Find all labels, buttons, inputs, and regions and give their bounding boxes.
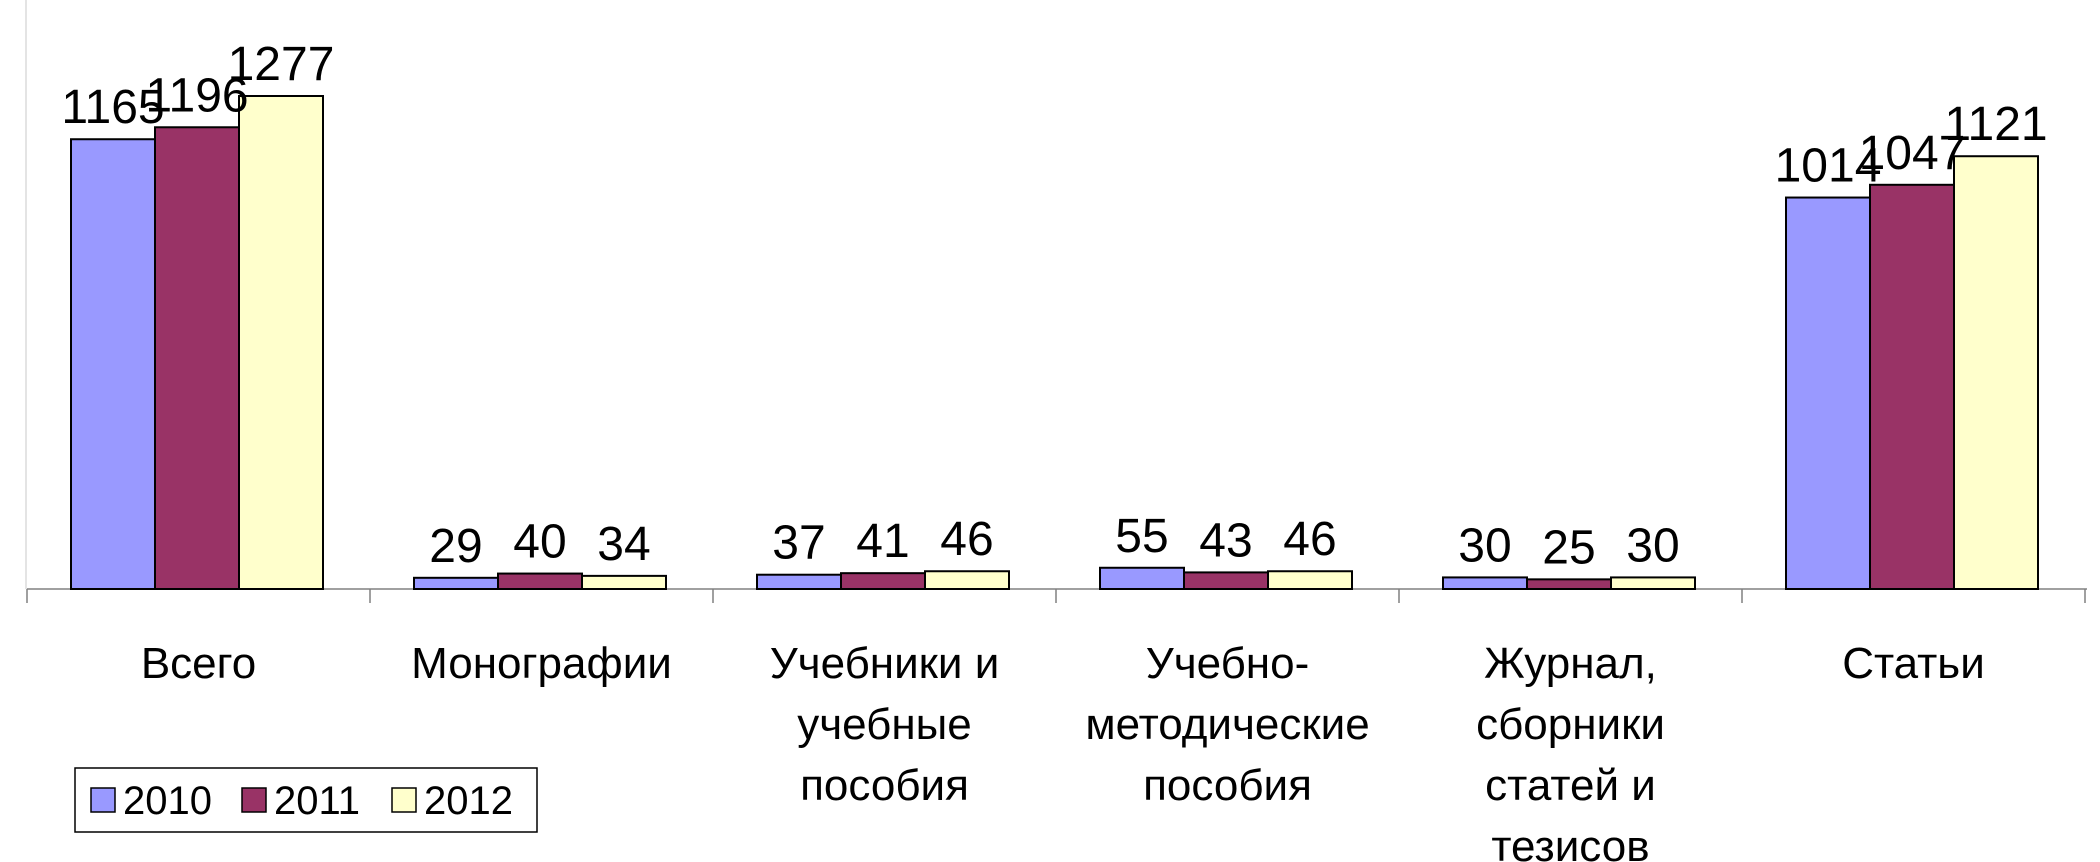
category-labels-layer: Всего Монографии Учебники и учебные пособия У…: [141, 639, 1985, 862]
category-label: Учебно-методические пособия: [1085, 639, 1369, 810]
category-label: Монографии: [411, 639, 672, 688]
data-label: 37: [772, 517, 825, 570]
data-label: 29: [429, 520, 482, 573]
category-label: Журнал, сборники статей и тезисов: [1476, 639, 1665, 862]
bar-2012-5: [1953, 155, 2039, 590]
data-label: 34: [597, 518, 650, 571]
bar-2011-2: [840, 572, 926, 591]
category-label: Всего: [141, 639, 256, 688]
legend-label: 2011: [274, 779, 360, 823]
bar-2011-5: [1869, 183, 1955, 591]
data-label: 46: [1283, 513, 1336, 566]
data-label: 1196: [145, 69, 248, 122]
legend-swatch-2010: [90, 787, 116, 813]
data-label: 1014: [1775, 140, 1882, 193]
data-label: 43: [1199, 514, 1252, 567]
bar-2010-3: [1099, 566, 1185, 591]
legend-label: 2012: [424, 779, 513, 823]
data-label: 1165: [61, 81, 164, 134]
category-label: Учебники и учебные пособия: [770, 639, 1000, 810]
legend: 2010 2011 2012: [74, 767, 538, 833]
bar-2010-0: [70, 138, 156, 591]
bar-2011-0: [154, 126, 240, 591]
legend-swatch-2011: [241, 787, 267, 813]
bar-2011-1: [497, 572, 583, 590]
data-label: 30: [1626, 519, 1679, 572]
data-label: 30: [1458, 519, 1511, 572]
bar-2012-1: [581, 574, 667, 590]
data-label: 41: [856, 515, 909, 568]
data-labels-layer: 1165 29 37 55 30 1014 1196 40 41 43 25 1047 1277 34 46…: [61, 38, 2047, 574]
legend-frame: [74, 767, 538, 833]
data-label: 55: [1115, 510, 1168, 563]
bar-2012-2: [924, 570, 1010, 591]
data-label: 1277: [228, 38, 335, 91]
bar-2012-3: [1267, 570, 1353, 591]
bar-2010-4: [1442, 576, 1528, 590]
bar-2010-2: [756, 573, 842, 591]
bar-2012-0: [238, 95, 324, 590]
category-label: Статьи: [1842, 639, 1985, 688]
axis-layer: [25, 0, 2087, 603]
data-label: 46: [940, 513, 993, 566]
data-label: 40: [513, 516, 566, 569]
data-label: 1047: [1859, 127, 1966, 180]
bar-2010-1: [413, 576, 499, 590]
bar-2010-5: [1785, 196, 1871, 590]
legend-swatch-2012: [391, 787, 417, 813]
bars-layer: [70, 95, 2039, 591]
bar-2012-4: [1610, 576, 1696, 590]
data-label: 25: [1542, 521, 1595, 574]
legend-label: 2010: [123, 779, 212, 823]
bar-2011-3: [1183, 571, 1269, 590]
data-label: 1121: [1944, 98, 2047, 151]
bar-2011-4: [1526, 578, 1612, 590]
